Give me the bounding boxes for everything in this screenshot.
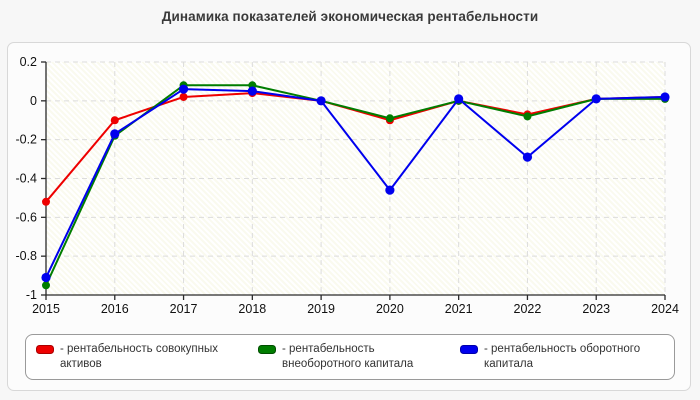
svg-text:-0.2: -0.2 [15, 133, 37, 147]
legend-swatch-green [258, 345, 276, 354]
data-point-current-capital-return [454, 94, 464, 104]
data-point-current-capital-return [41, 272, 51, 283]
data-point-current-capital-return [247, 86, 257, 96]
data-point-current-capital-return [316, 96, 326, 106]
legend-swatch-red [36, 345, 54, 354]
svg-text:2019: 2019 [307, 302, 335, 316]
legend-label: - рентабельность внеоборотного капитала [282, 343, 414, 370]
data-point-noncurrent-capital-return [42, 281, 50, 290]
svg-text:-1: -1 [26, 288, 37, 302]
svg-text:2024: 2024 [651, 302, 679, 316]
svg-text:2016: 2016 [101, 302, 129, 316]
axes [41, 61, 666, 300]
data-point-noncurrent-capital-return [523, 112, 532, 121]
svg-text:0.2: 0.2 [20, 55, 37, 69]
legend-label: - рентабельность оборотного капитала [484, 343, 641, 370]
svg-text:2015: 2015 [32, 302, 60, 316]
chart-title: Динамика показателей экономическая рента… [161, 9, 539, 24]
svg-text:0: 0 [30, 94, 37, 108]
chart-legend: - рентабельность совокупных активов - ре… [25, 334, 675, 380]
svg-text:-0.6: -0.6 [15, 210, 37, 224]
legend-label: - рентабельность совокупных активов [60, 343, 218, 370]
svg-text:2023: 2023 [582, 302, 610, 316]
legend-item-noncurrent-capital: - рентабельность внеоборотного капитала [258, 342, 460, 372]
gridlines [45, 61, 666, 296]
data-point-noncurrent-capital-return [385, 114, 394, 123]
data-point-current-capital-return [591, 94, 601, 104]
svg-text:2018: 2018 [238, 302, 266, 316]
svg-text:-0.4: -0.4 [15, 172, 37, 186]
svg-text:2022: 2022 [514, 302, 542, 316]
data-point-current-capital-return [385, 185, 395, 195]
legend-item-total-assets: - рентабельность совокупных активов [36, 342, 258, 372]
legend-swatch-blue [460, 345, 478, 354]
svg-text:2021: 2021 [445, 302, 473, 316]
data-point-current-capital-return [178, 84, 189, 94]
svg-text:2017: 2017 [170, 302, 198, 316]
x-axis-labels: 2015 2016 2017 2018 2019 2020 2021 2022 2023 2024 [32, 302, 679, 316]
data-point-current-capital-return [522, 152, 533, 162]
svg-text:-0.8: -0.8 [15, 249, 37, 263]
series-total-assets-return [42, 89, 669, 206]
data-point-current-capital-return [110, 129, 120, 139]
data-point-total-assets-return [110, 116, 119, 125]
data-point-current-capital-return [660, 92, 670, 102]
legend-item-current-capital: - рентабельность оборотного капитала [460, 342, 670, 372]
series-current-capital-return [41, 84, 670, 283]
data-point-total-assets-return [179, 92, 188, 101]
data-point-total-assets-return [42, 197, 50, 206]
svg-text:2020: 2020 [376, 302, 404, 316]
y-axis-labels: 0.2 0 -0.2 -0.4 -0.6 -0.8 -1 [15, 55, 37, 302]
